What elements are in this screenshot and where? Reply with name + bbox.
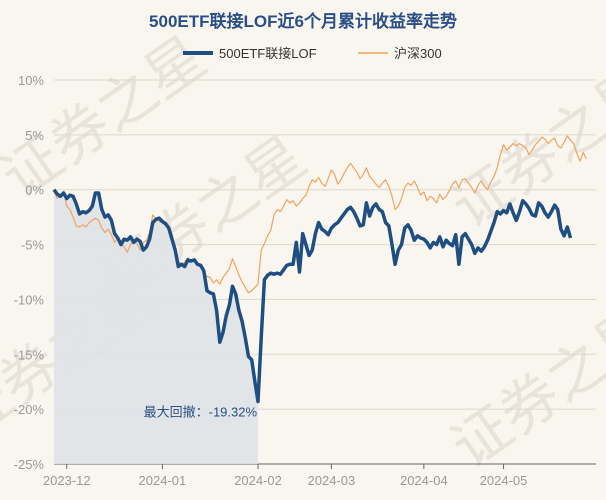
- y-tick-label: -10%: [14, 292, 45, 307]
- x-tick-label: 2024-05: [480, 473, 528, 488]
- y-tick-label: 5%: [25, 128, 44, 143]
- legend-label-series-1: 500ETF联接LOF: [219, 46, 317, 61]
- x-axis: 2023-12 2024-01 2024-02 2024-03 2024-04 2024-…: [43, 463, 596, 488]
- x-tick-label: 2024-02: [234, 473, 282, 488]
- y-tick-label: -25%: [14, 457, 45, 472]
- y-tick-label: 0%: [25, 183, 44, 198]
- drawdown-region: [54, 189, 259, 464]
- watermark-text: 证券之星: [439, 293, 606, 482]
- y-tick-label: -15%: [14, 347, 45, 362]
- legend-label-series-2: 沪深300: [394, 46, 442, 61]
- y-axis: 10% 5% 0% -5% -10% -15% -20% -25%: [14, 73, 45, 472]
- watermark-text: 证券之星: [439, 53, 606, 242]
- y-tick-label: 10%: [18, 73, 44, 88]
- x-tick-label: 2024-03: [308, 473, 356, 488]
- x-tick-label: 2024-04: [400, 473, 448, 488]
- legend: 500ETF联接LOF 沪深300: [183, 46, 442, 61]
- x-tick-label: 2023-12: [43, 473, 91, 488]
- y-tick-label: -5%: [21, 238, 45, 253]
- x-tick-label: 2024-01: [139, 473, 187, 488]
- y-tick-label: -20%: [14, 402, 45, 417]
- max-drawdown-label: 最大回撤：-19.32%: [144, 404, 258, 419]
- chart-title: 500ETF联接LOF近6个月累计收益率走势: [149, 11, 457, 31]
- plot-area: 最大回撤：-19.32%: [52, 135, 587, 464]
- series-line-500etf: [52, 188, 573, 404]
